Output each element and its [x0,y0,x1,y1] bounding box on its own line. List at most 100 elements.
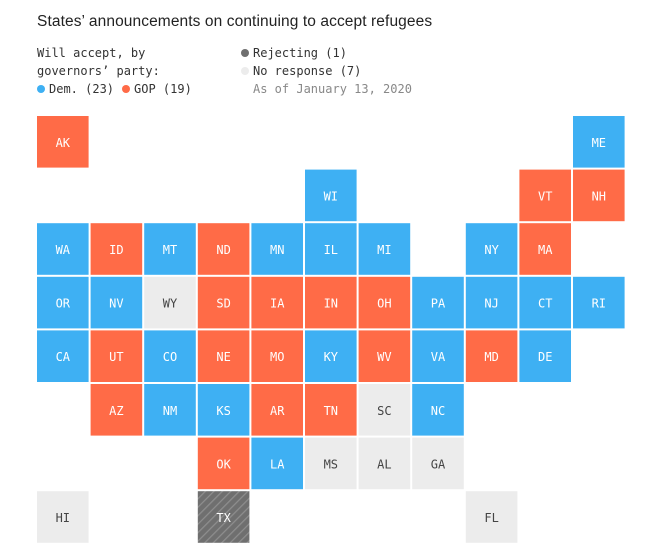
legend-as-of: As of January 13, 2020 [253,82,412,96]
state-tile-rect [37,116,89,168]
state-tile-rect [144,276,196,329]
state-tile-nm: NM [144,384,196,436]
state-tile-rect [358,330,411,382]
state-tile-al: AL [358,437,411,490]
state-tile-ia: IA [251,276,303,329]
state-tile-rect [305,330,357,382]
state-tile-pa: PA [412,276,464,329]
state-tile-sc: SC [358,384,411,436]
state-tile-md: MD [465,330,518,382]
state-label: WA [56,243,71,257]
state-tile-id: ID [90,223,143,275]
state-tile-me: ME [573,116,625,168]
state-tile-in: IN [305,276,357,329]
state-label: NM [163,404,177,418]
state-tile-wy: WY [144,276,196,329]
state-tile-ky: KY [305,330,357,382]
state-label: UT [109,350,123,364]
state-tile-ut: UT [90,330,143,382]
state-tile-rect [197,276,250,329]
state-tile-rect [519,169,571,222]
state-tile-rect [251,276,303,329]
legend-gop-label: GOP (19) [134,82,192,96]
state-tile-ak: AK [37,116,89,168]
state-tile-rect [197,223,250,275]
state-label: NE [216,350,230,364]
state-tile-nc: NC [412,384,464,436]
state-tile-rect [197,437,250,490]
state-label: GA [431,457,446,471]
state-label: WI [324,189,338,203]
state-tile-rect [519,276,571,329]
state-tile-rect [197,491,250,543]
state-tile-rect [305,384,357,436]
state-label: PA [431,297,446,311]
state-tile-rect [144,223,196,275]
legend-no-response-row: No response (7) [241,62,412,80]
state-label: TX [216,511,231,525]
state-label: VA [431,350,446,364]
state-tile-rect [412,384,464,436]
state-tile-ri: RI [573,276,625,329]
legend-rejecting-row: Rejecting (1) [241,44,412,62]
legend-dem-label: Dem. (23) [49,82,115,96]
state-label: NJ [484,297,498,311]
legend-line-1: Will accept, by [37,46,146,60]
state-tile-rect [573,169,625,222]
state-label: ND [216,243,230,257]
state-label: NY [484,243,499,257]
state-tile-rect [251,384,303,436]
legend-party-row: Dem. (23) GOP (19) [37,80,192,98]
state-tile-rect [358,384,411,436]
state-tile-nj: NJ [465,276,518,329]
state-label: OR [56,297,71,311]
state-label: AK [56,136,71,150]
state-tile-il: IL [305,223,357,275]
state-label: MO [270,350,284,364]
state-label: TN [324,404,338,418]
state-tile-rect [465,276,518,329]
state-tile-rect [197,330,250,382]
dem-dot-icon [37,85,45,93]
state-label: MT [163,243,177,257]
state-tile-rect [573,116,625,168]
state-tile-ks: KS [197,384,250,436]
state-tile-tx: TX [197,491,250,543]
legend-line-2: governors’ party: [37,64,160,78]
state-tile-rect [305,169,357,222]
state-label: MA [538,243,553,257]
state-label: OH [377,297,391,311]
state-tile-ar: AR [251,384,303,436]
state-tile-rect [251,223,303,275]
state-label: VT [538,189,552,203]
state-tile-nh: NH [573,169,625,222]
state-label: KS [216,404,230,418]
state-label: RI [592,297,606,311]
state-tile-oh: OH [358,276,411,329]
state-label: IN [324,297,338,311]
state-label: WY [163,297,178,311]
legend-no-response-label: No response (7) [253,64,362,78]
state-label: IL [324,243,338,257]
state-label: MS [324,457,338,471]
state-label: NC [431,404,445,418]
state-label: AL [377,457,391,471]
state-tile-rect [37,491,89,543]
state-tile-rect [412,437,464,490]
state-label: NV [109,297,123,311]
state-tile-ne: NE [197,330,250,382]
chart-title: States’ announcements on continuing to a… [37,13,433,30]
state-label: WV [377,350,391,364]
state-tile-ct: CT [519,276,571,329]
state-tile-rect [412,330,464,382]
state-tile-rect [37,276,89,329]
state-tile-rect [519,330,571,382]
state-label: IA [270,297,285,311]
state-label: KY [324,350,339,364]
state-tile-rect [144,330,196,382]
state-label: AZ [109,404,123,418]
state-tile-or: OR [37,276,89,329]
state-tile-hi: HI [37,491,89,543]
legend-status: Rejecting (1) No response (7) As of Janu… [241,44,412,98]
state-tile-mi: MI [358,223,411,275]
